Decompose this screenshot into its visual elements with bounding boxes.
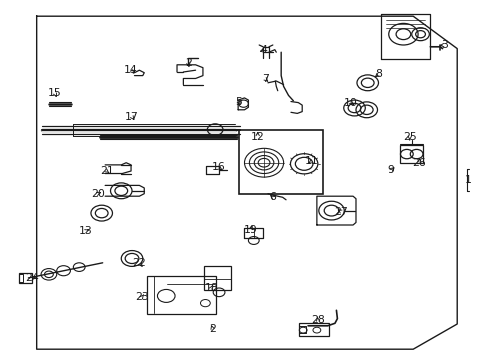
Text: 11: 11 <box>305 156 318 166</box>
Text: 23: 23 <box>135 292 148 302</box>
Text: 25: 25 <box>402 132 416 142</box>
Text: 28: 28 <box>310 315 324 325</box>
Text: 5: 5 <box>235 96 242 107</box>
Text: 10: 10 <box>344 98 357 108</box>
Text: 1: 1 <box>464 175 470 185</box>
Text: 3: 3 <box>441 40 447 50</box>
Text: 12: 12 <box>250 132 264 142</box>
Text: 2: 2 <box>209 324 216 334</box>
Text: 15: 15 <box>48 88 61 98</box>
Bar <box>299 323 328 336</box>
Text: 22: 22 <box>132 258 146 268</box>
Text: 2: 2 <box>184 58 191 68</box>
Text: 6: 6 <box>269 192 276 202</box>
Text: 18: 18 <box>204 283 218 293</box>
Text: 4: 4 <box>260 45 267 55</box>
Text: 9: 9 <box>387 165 394 175</box>
Bar <box>146 276 216 314</box>
Bar <box>399 145 423 163</box>
Bar <box>204 266 231 290</box>
Text: 27: 27 <box>334 207 347 217</box>
Text: 14: 14 <box>124 65 138 75</box>
Bar <box>19 273 32 283</box>
Bar <box>41 126 239 134</box>
Text: 19: 19 <box>244 225 257 235</box>
Bar <box>238 130 322 194</box>
Text: 21: 21 <box>100 166 113 176</box>
Text: 7: 7 <box>262 74 268 84</box>
Text: 13: 13 <box>79 226 92 236</box>
Text: 20: 20 <box>91 189 104 199</box>
Text: 17: 17 <box>125 112 139 122</box>
Text: 26: 26 <box>412 158 426 168</box>
Text: 24: 24 <box>25 273 39 283</box>
Text: 8: 8 <box>375 69 382 79</box>
Text: 16: 16 <box>211 162 225 172</box>
